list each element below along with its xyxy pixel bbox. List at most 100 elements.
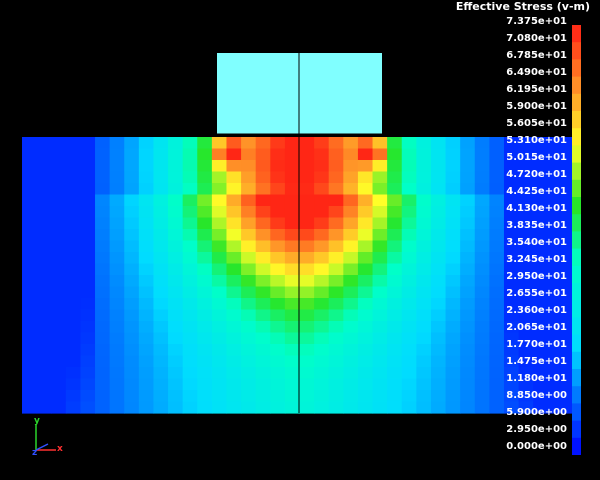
mesh-element [474,309,490,322]
mesh-element [460,148,476,161]
mesh-element [226,240,242,253]
mesh-element [533,378,549,391]
mesh-element [241,171,257,184]
mesh-element [357,206,374,219]
mesh-element [314,206,330,219]
mesh-element [533,171,549,184]
mesh-element [22,183,38,196]
mesh-element [372,309,388,322]
mesh-element [211,171,228,184]
colorbar-band [572,369,581,387]
mesh-element [109,194,125,207]
colorbar-band [572,59,581,78]
colorbar-band [572,248,581,267]
legend-tick-label: 3.245e+01 [506,254,567,265]
mesh-element [197,148,213,161]
mesh-element [314,217,330,230]
mesh-element [314,183,330,196]
mesh-element [226,148,242,161]
mesh-element [197,160,213,173]
mesh-element [80,309,96,322]
mesh-element [124,286,140,299]
mesh-element [153,263,169,276]
mesh-element [270,206,286,219]
mesh-element [474,183,490,196]
mesh-element [284,401,301,414]
mesh-element [533,401,549,414]
mesh-element [36,194,52,207]
colorbar-band [572,162,581,181]
mesh-element [533,160,549,173]
mesh-element [51,252,67,265]
mesh-element [401,298,417,311]
mesh-element [460,240,476,253]
mesh-element [387,240,403,253]
mesh-element [65,275,82,288]
mesh-element [416,401,432,414]
mesh-element [328,344,344,357]
mesh-element [445,367,461,380]
mesh-element [22,367,38,380]
mesh-element [518,275,534,288]
mesh-element [255,183,271,196]
mesh-element [343,183,359,196]
mesh-element [182,183,198,196]
mesh-element [314,137,330,150]
mesh-element [314,240,330,253]
mesh-element [80,286,96,299]
mesh-element [401,229,417,242]
mesh-element [489,332,505,345]
mesh-element [328,206,344,219]
mesh-element [343,217,359,230]
mesh-element [124,309,140,322]
mesh-element [124,148,140,161]
mesh-element [547,401,563,414]
mesh-element [357,217,374,230]
mesh-element [416,183,432,196]
mesh-element [182,401,198,414]
mesh-element [284,332,301,345]
mesh-element [416,206,432,219]
mesh-element [503,263,520,276]
mesh-element [197,194,213,207]
mesh-element [36,183,52,196]
mesh-element [343,344,359,357]
mesh-element [124,160,140,173]
mesh-element [168,286,184,299]
mesh-element [387,298,403,311]
mesh-element [401,309,417,322]
mesh-element [416,217,432,230]
mesh-element [138,148,155,161]
mesh-element [109,298,125,311]
mesh-element [95,194,111,207]
mesh-element [36,275,52,288]
mesh-element [328,137,344,150]
mesh-element [182,148,198,161]
mesh-element [36,286,52,299]
mesh-element [328,401,344,414]
mesh-element [124,263,140,276]
mesh-element [36,321,52,334]
mesh-element [314,229,330,242]
mesh-element [255,401,271,414]
mesh-element [182,298,198,311]
mesh-element [226,171,242,184]
mesh-element [328,321,344,334]
mesh-element [401,160,417,173]
mesh-element [547,137,563,150]
mesh-element [241,160,257,173]
mesh-element [299,183,315,196]
mesh-element [241,217,257,230]
mesh-element [124,378,140,391]
mesh-element [80,263,96,276]
mesh-element [489,367,505,380]
mesh-element [547,229,563,242]
mesh-element [460,309,476,322]
mesh-element [503,367,520,380]
mesh-element [299,390,315,403]
axis-triad-icon: y x z [28,416,68,458]
mesh-element [138,137,155,150]
mesh-element [489,160,505,173]
mesh-element [241,344,257,357]
mesh-element [241,148,257,161]
